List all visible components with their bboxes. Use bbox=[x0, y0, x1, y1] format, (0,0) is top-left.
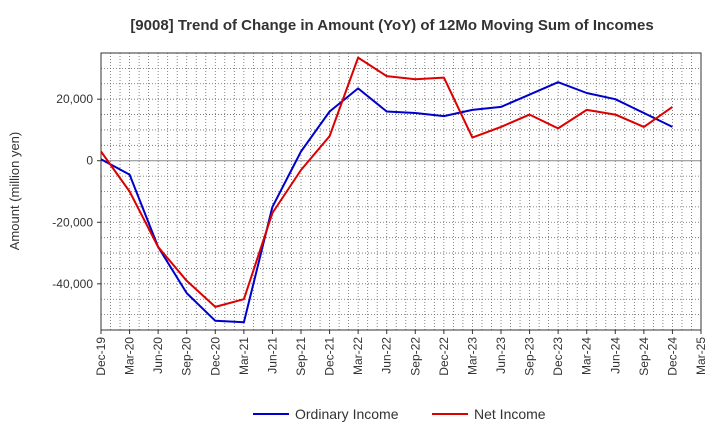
x-axis: Dec-19 Mar-20 Jun-20 Sep-20 Dec-20 Mar-21 Jun-… bbox=[94, 330, 708, 376]
x-tick-label: Mar-22 bbox=[351, 337, 365, 375]
x-tick-label: Sep-24 bbox=[637, 337, 651, 376]
x-tick-label: Dec-22 bbox=[437, 337, 451, 376]
y-axis-title: Amount (million yen) bbox=[7, 132, 22, 251]
x-tick-label: Sep-21 bbox=[294, 337, 308, 376]
y-axis: 20,000 0 -20,000 -40,000 bbox=[52, 92, 101, 291]
series-group bbox=[100, 56, 673, 324]
x-tick-label: Jun-21 bbox=[265, 337, 279, 374]
series-line-net-income bbox=[100, 56, 673, 308]
x-tick-label: Dec-24 bbox=[665, 337, 679, 376]
y-tick-label: -20,000 bbox=[52, 215, 93, 229]
legend-label: Net Income bbox=[474, 406, 546, 422]
grid bbox=[101, 52, 701, 331]
x-tick-label: Sep-23 bbox=[523, 337, 537, 376]
y-tick-label: 0 bbox=[86, 154, 93, 168]
x-tick-label: Mar-23 bbox=[465, 337, 479, 375]
y-tick-label: -40,000 bbox=[52, 277, 93, 291]
x-tick-label: Jun-23 bbox=[494, 337, 508, 374]
x-tick-label: Sep-20 bbox=[180, 337, 194, 376]
x-tick-label: Dec-20 bbox=[208, 337, 222, 376]
x-tick-label: Mar-24 bbox=[580, 337, 594, 375]
x-tick-label: Dec-23 bbox=[551, 337, 565, 376]
x-tick-label: Mar-21 bbox=[237, 337, 251, 375]
legend: Ordinary Income Net Income bbox=[253, 406, 546, 422]
series-line-ordinary-income bbox=[100, 81, 673, 324]
legend-label: Ordinary Income bbox=[295, 406, 399, 422]
x-tick-label: Jun-24 bbox=[608, 337, 622, 374]
x-tick-label: Mar-20 bbox=[123, 337, 137, 375]
x-tick-label: Sep-22 bbox=[408, 337, 422, 376]
y-tick-label: 20,000 bbox=[56, 92, 93, 106]
x-tick-label: Mar-25 bbox=[694, 337, 708, 375]
x-tick-label: Jun-22 bbox=[380, 337, 394, 374]
plot-area bbox=[100, 52, 702, 331]
x-tick-label: Dec-21 bbox=[323, 337, 337, 376]
chart-title: [9008] Trend of Change in Amount (YoY) o… bbox=[130, 17, 653, 34]
x-tick-label: Jun-20 bbox=[151, 337, 165, 374]
x-tick-label: Dec-19 bbox=[94, 337, 108, 376]
